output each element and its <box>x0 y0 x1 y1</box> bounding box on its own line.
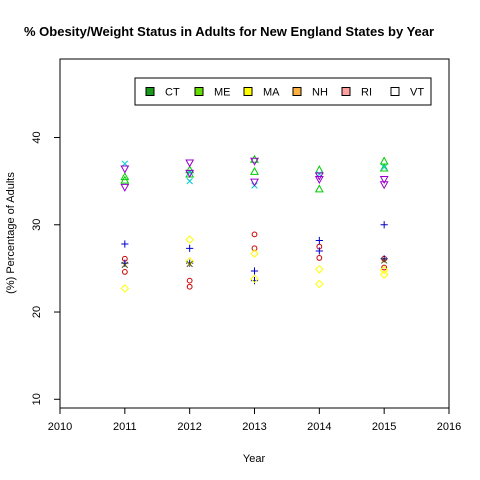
data-point <box>381 264 388 271</box>
data-points <box>120 154 389 293</box>
legend-swatch <box>292 87 302 96</box>
data-point <box>121 259 129 267</box>
data-point <box>315 264 324 274</box>
data-point <box>121 261 129 269</box>
data-point <box>379 163 389 172</box>
x-axis-label: Year <box>243 453 266 465</box>
data-point <box>315 247 323 255</box>
data-point <box>314 172 324 181</box>
data-point <box>185 257 194 266</box>
x-tick-label: 2012 <box>177 421 201 433</box>
data-point <box>250 267 259 275</box>
chart-title: % Obesity/Weight Status in Adults for Ne… <box>24 24 434 39</box>
data-point <box>250 154 259 163</box>
data-point <box>120 165 130 174</box>
x-axis: 2010 2011 2012 2013 2014 2015 2016 <box>48 408 461 433</box>
data-point <box>185 159 195 168</box>
x-tick-label: 2013 <box>242 421 266 433</box>
data-point <box>316 255 323 261</box>
legend-label: VT <box>410 87 424 99</box>
data-point <box>120 183 130 192</box>
data-point <box>315 236 323 245</box>
x-tick-label: 2016 <box>437 421 461 433</box>
data-point <box>314 184 324 193</box>
data-point <box>185 235 194 244</box>
data-point <box>121 268 128 275</box>
data-point <box>250 178 259 187</box>
data-point <box>379 270 389 279</box>
data-point <box>380 255 388 263</box>
legend-swatch <box>390 87 400 96</box>
data-point <box>186 277 193 284</box>
y-tick-label: 30 <box>31 219 43 231</box>
data-point <box>380 163 388 171</box>
data-point <box>379 265 389 275</box>
y-tick-label: 10 <box>31 393 43 405</box>
x-tick-label: 2011 <box>113 421 137 433</box>
data-point <box>250 166 259 175</box>
x-tick-label: 2010 <box>48 421 72 433</box>
data-point <box>120 284 130 293</box>
data-point <box>120 172 130 181</box>
data-point <box>380 257 388 264</box>
legend-label: NH <box>312 87 328 99</box>
legend-swatch <box>145 87 155 96</box>
y-axis-label: (%) Percentage of Adults <box>5 172 17 294</box>
data-point <box>379 176 389 185</box>
y-axis: 10 20 30 40 <box>31 131 60 405</box>
data-point <box>185 169 195 178</box>
data-point <box>251 245 258 252</box>
y-tick-label: 20 <box>31 306 43 318</box>
data-point <box>379 156 389 165</box>
legend: CT ME MA NH RI VT <box>134 77 432 106</box>
data-point <box>250 249 259 258</box>
data-point <box>186 260 193 268</box>
data-point <box>186 283 193 290</box>
data-point <box>380 221 388 229</box>
plot-frame <box>59 58 450 409</box>
legend-label: ME <box>214 87 231 99</box>
data-point <box>120 175 130 184</box>
legend-label: CT <box>165 87 180 99</box>
data-point <box>315 279 324 289</box>
legend-swatch <box>194 87 204 96</box>
data-point <box>121 240 129 248</box>
data-point <box>250 274 259 284</box>
data-point <box>379 181 389 190</box>
x-tick-label: 2014 <box>307 421 331 433</box>
data-point <box>186 244 194 252</box>
data-point <box>186 177 193 185</box>
legend-swatch <box>341 87 351 96</box>
legend-label: RI <box>361 87 372 99</box>
legend-box <box>134 77 432 106</box>
legend-label: MA <box>263 87 280 99</box>
data-point <box>250 157 259 166</box>
x-tick-label: 2015 <box>372 421 396 433</box>
data-point <box>314 176 324 185</box>
y-tick-label: 40 <box>31 131 43 143</box>
legend-swatch <box>243 87 253 96</box>
data-point <box>251 231 258 238</box>
